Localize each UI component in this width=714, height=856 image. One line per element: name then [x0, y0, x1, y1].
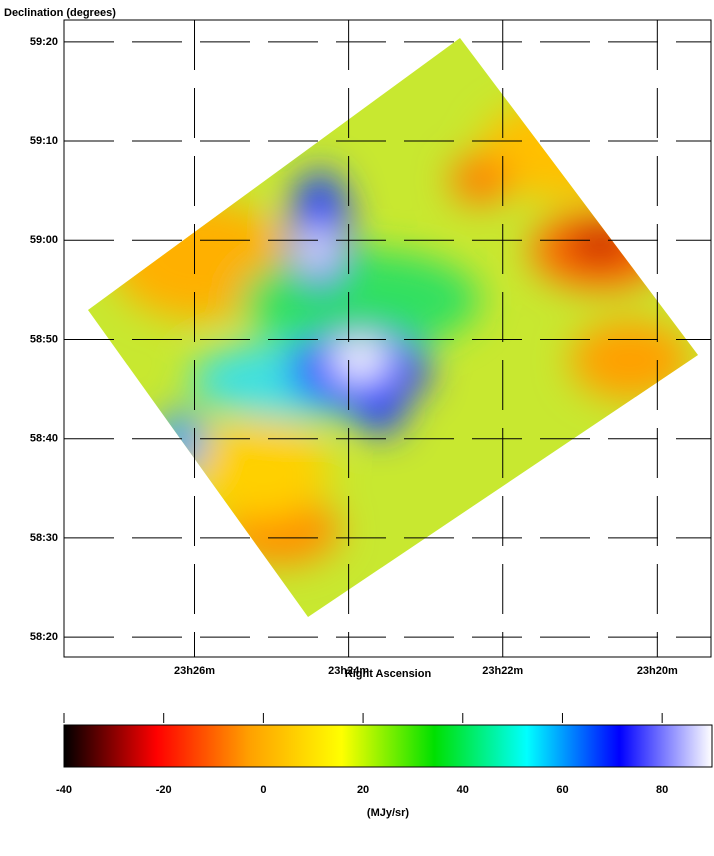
y-tick-label: 59:20 — [30, 36, 58, 48]
y-tick-label: 58:40 — [30, 433, 58, 445]
y-tick-label: 59:10 — [30, 135, 58, 147]
colorbar-tick-label: 20 — [357, 784, 369, 796]
plot-frame — [63, 19, 712, 658]
y-tick-label: 58:50 — [30, 333, 58, 345]
x-tick-label: 23h26m — [174, 665, 215, 677]
axis-title: Declination (degrees) — [4, 7, 116, 19]
y-tick-label: 58:20 — [30, 631, 58, 643]
colorbar-tick-label: -20 — [156, 784, 172, 796]
x-tick-label: 23h24m — [328, 665, 369, 677]
colorbar-tick-label: 40 — [457, 784, 469, 796]
colorbar-tick-label: 0 — [260, 784, 266, 796]
colorbar-tick-label: 80 — [656, 784, 668, 796]
x-tick-label: 23h22m — [482, 665, 523, 677]
x-tick-label: 23h20m — [637, 665, 678, 677]
y-tick-label: 58:30 — [30, 532, 58, 544]
colorbar-tick-label: -40 — [56, 784, 72, 796]
colorbar-tick-label: 60 — [556, 784, 568, 796]
colorbar — [63, 724, 713, 768]
y-tick-label: 59:00 — [30, 234, 58, 246]
x-axis-label: Right Ascension — [345, 668, 432, 680]
colorbar-label: (MJy/sr) — [367, 807, 410, 819]
